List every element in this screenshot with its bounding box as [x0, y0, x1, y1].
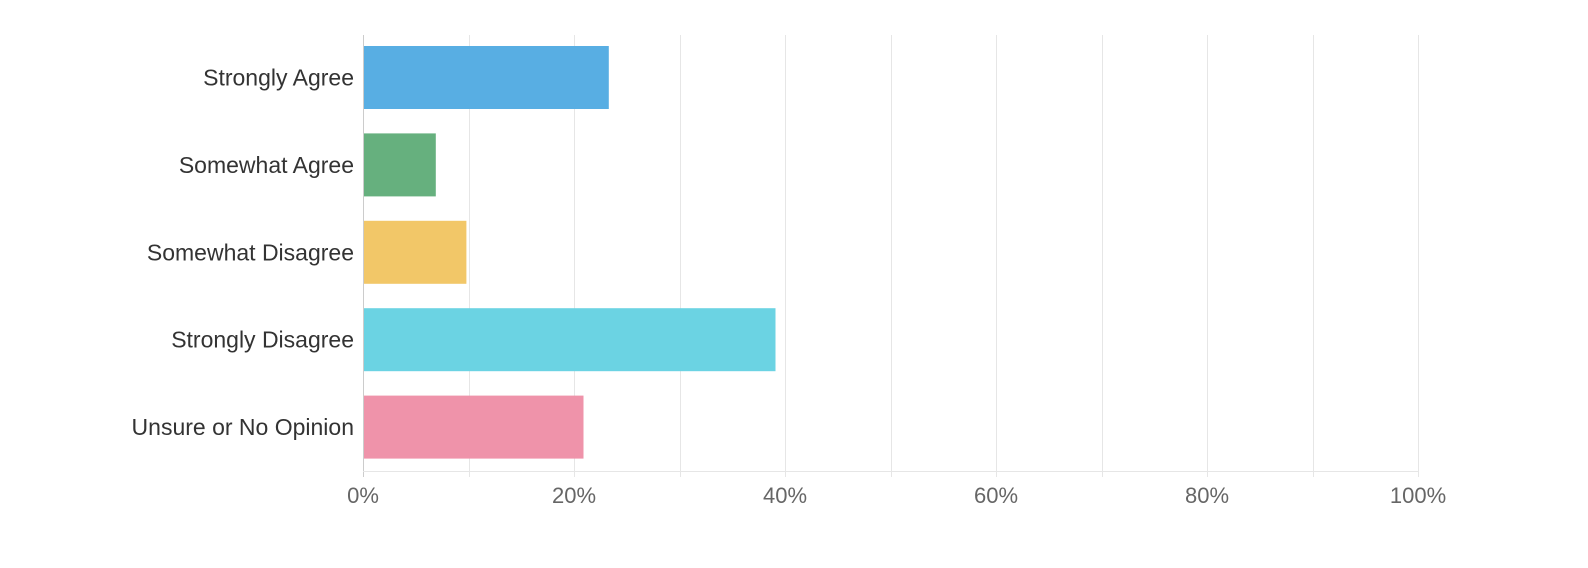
category-label: Somewhat Disagree [147, 239, 354, 265]
category-label: Somewhat Agree [179, 152, 354, 178]
category-label: Strongly Agree [203, 65, 354, 91]
bar-strongly-disagree [363, 308, 776, 372]
gridlines [469, 35, 1419, 477]
x-tick-label: 80% [1185, 483, 1229, 508]
x-tick-label: 60% [974, 483, 1018, 508]
axes [363, 35, 1418, 477]
bar-strongly-agree [363, 46, 609, 109]
bar-unsure-or-no-opinion [363, 395, 584, 459]
x-tick-label: 20% [552, 483, 596, 508]
x-tick-label: 40% [763, 483, 807, 508]
x-tick-label: 100% [1390, 483, 1446, 508]
bar-somewhat-disagree [363, 220, 467, 284]
category-labels: Strongly Agree Somewhat Agree Somewhat Dis… [132, 65, 354, 441]
x-tick-label: 0% [347, 483, 379, 508]
bars [363, 46, 776, 459]
category-label: Unsure or No Opinion [132, 414, 354, 440]
category-label: Strongly Disagree [171, 327, 354, 353]
x-tick-labels: 0% 20% 40% 60% 80% 100% [347, 483, 1446, 508]
bar-somewhat-agree [363, 133, 436, 197]
